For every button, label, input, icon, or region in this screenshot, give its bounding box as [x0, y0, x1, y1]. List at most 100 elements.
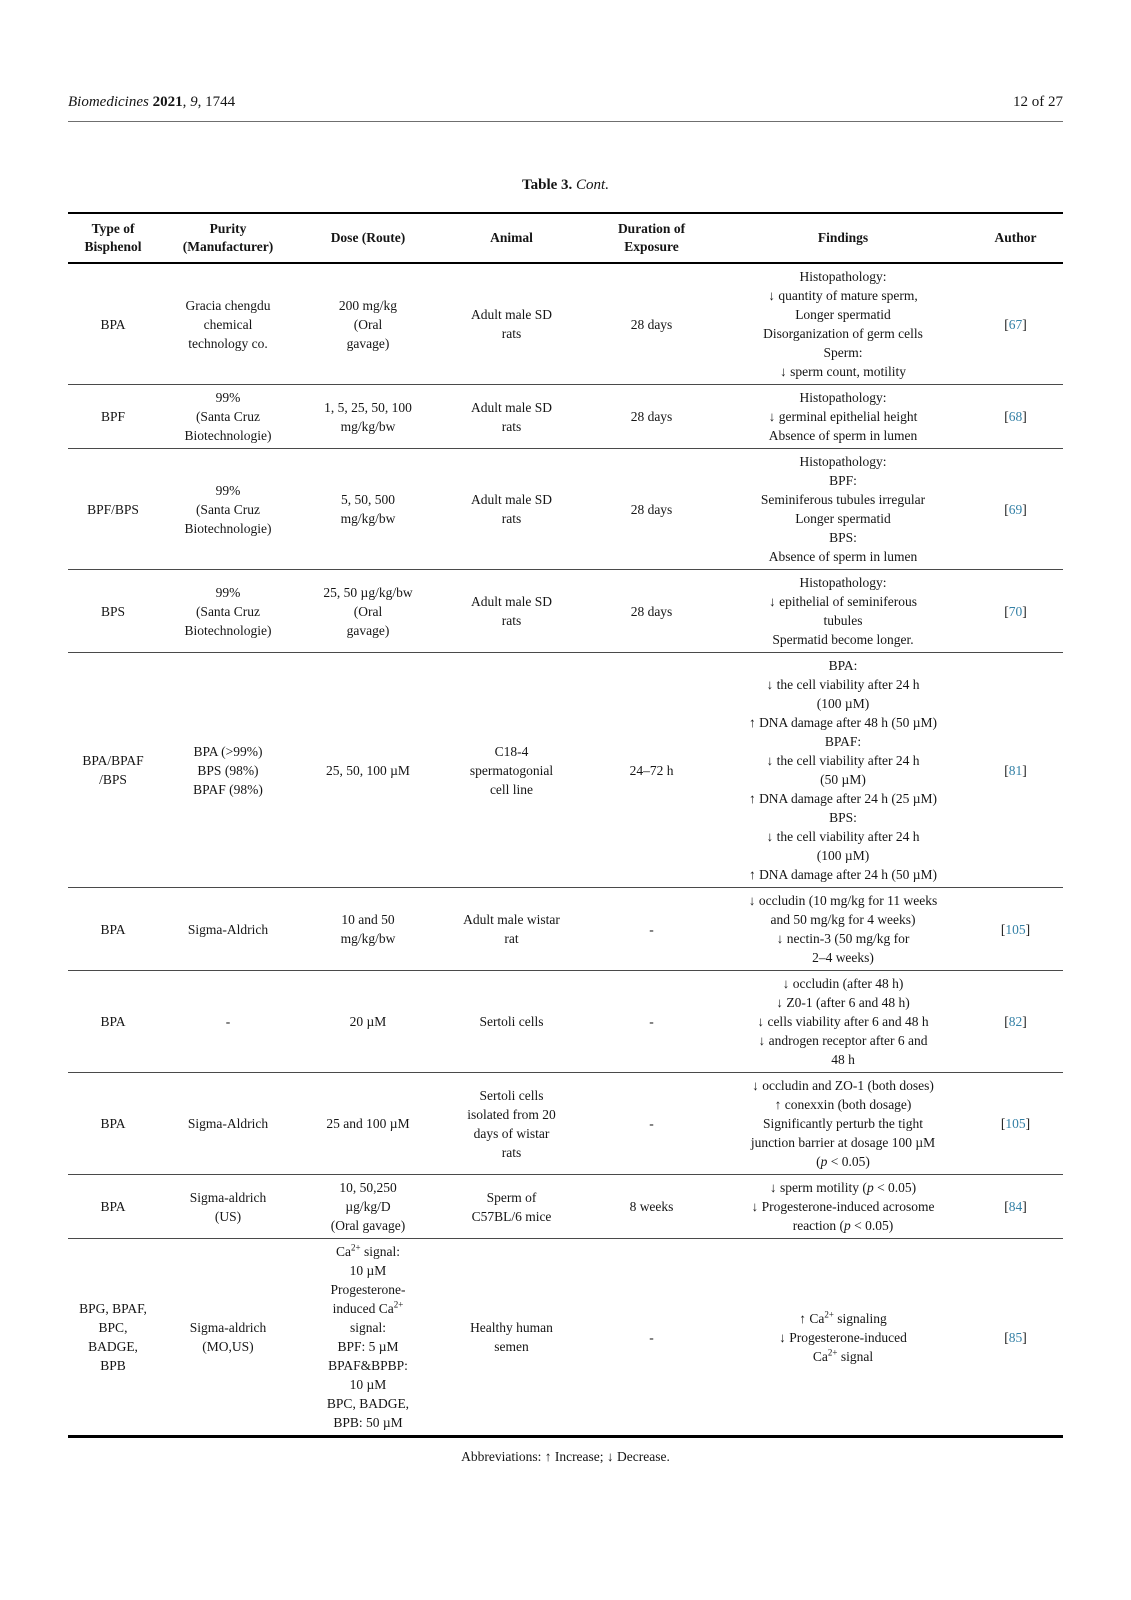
cell-purity: Sigma-aldrich (MO,US) [158, 1238, 298, 1437]
cell-duration: - [585, 970, 718, 1073]
table-row: BPA Sigma-Aldrich 25 and 100 µM Sertoli cel… [68, 1072, 1063, 1175]
cell-type: BPA [68, 1174, 158, 1239]
content-area: Type of Bisphenol Purity (Manufacturer) Dose… [68, 212, 1063, 1465]
column-header: Type of Bisphenol [68, 213, 158, 264]
cell-dose: 25, 50, 100 µM [298, 652, 438, 888]
cell-purity: 99% (Santa Cruz Biotechnologie) [158, 448, 298, 570]
cell-animal: C18-4 spermatogonial cell line [438, 652, 585, 888]
column-header: Purity (Manufacturer) [158, 213, 298, 264]
citation-link[interactable]: 81 [1008, 762, 1023, 778]
column-header: Author [968, 213, 1063, 264]
cell-ref: [68] [968, 384, 1063, 449]
cell-animal: Sperm of C57BL/6 mice [438, 1174, 585, 1239]
cell-ref: [105] [968, 1072, 1063, 1175]
cell-duration: 24–72 h [585, 652, 718, 888]
cell-duration: - [585, 1238, 718, 1437]
cell-ref: [105] [968, 887, 1063, 971]
cell-findings: ↓ occludin (after 48 h) ↓ Z0-1 (after 6 a… [718, 970, 968, 1073]
cell-ref: [82] [968, 970, 1063, 1073]
cell-duration: 28 days [585, 448, 718, 570]
cell-animal: Adult male SD rats [471, 307, 552, 341]
citation-link[interactable]: 82 [1008, 1014, 1023, 1029]
cell-findings: ↓ occludin and ZO-1 (both doses) ↑ conexx… [718, 1072, 968, 1175]
cell-duration: 28 days [630, 316, 673, 332]
cell-findings: Histopathology: BPF: Seminiferous tubules … [718, 448, 968, 570]
citation-link[interactable]: 105 [1005, 921, 1026, 937]
cell-purity: 99% (Santa Cruz Biotechnologie) [158, 384, 298, 449]
table-head: Type of Bisphenol Purity (Manufacturer) Dose… [68, 213, 1063, 264]
cell-type: BPA [68, 887, 158, 971]
cell-ref: [84] [968, 1174, 1063, 1239]
cell-ref: [67] [1004, 316, 1027, 332]
cell-animal: Sertoli cells isolated from 20 days of wis… [438, 1072, 585, 1175]
cell-type: BPA/BPAF/BPS [68, 652, 158, 888]
cell-dose: 5, 50, 500 mg/kg/bw [298, 448, 438, 570]
page-header: Biomedicines 2021, 9, 1744 12 of 27 [68, 94, 1063, 111]
table-row: BPA/BPAF/BPS BPA (>99%) BPS (98%) BPAF (98%… [68, 652, 1063, 888]
cell-duration: - [585, 1072, 718, 1175]
citation-link[interactable]: 84 [1008, 1199, 1023, 1214]
cell-duration: 28 days [585, 569, 718, 653]
cell-animal: Adult male SD rats [438, 569, 585, 653]
cell-type: BPF [68, 384, 158, 449]
cell-dose: 20 µM [298, 970, 438, 1073]
cell-ref: [81] [968, 652, 1063, 888]
cell-ref: [85] [968, 1238, 1063, 1437]
cell-purity: Sigma-Aldrich [158, 887, 298, 971]
header-divider [68, 121, 1063, 122]
citation-link[interactable]: 69 [1008, 501, 1023, 517]
cell-duration: 28 days [585, 384, 718, 449]
cell-findings: Histopathology: ↓ quantity of mature sper… [763, 269, 923, 379]
cell-animal: Adult male SD rats [438, 448, 585, 570]
citation-link[interactable]: 70 [1008, 603, 1023, 619]
column-header: Findings [718, 213, 968, 264]
cell-type: BPA [100, 316, 126, 332]
cell-purity: - [158, 970, 298, 1073]
cell-type: BPA [68, 970, 158, 1073]
citation-link[interactable]: 105 [1005, 1116, 1026, 1131]
cell-ref: [70] [968, 569, 1063, 653]
journal-citation: Biomedicines 2021, 9, 1744 [68, 94, 236, 110]
cell-findings: ↓ occludin (10 mg/kg for 11 weeks and 50 … [718, 887, 968, 971]
cell-findings: BPA: ↓ the cell viability after 24 h (100 … [718, 652, 968, 888]
cell-type: BPG, BPAF, BPC, BADGE, BPB [68, 1238, 158, 1437]
cell-type: BPA [68, 1072, 158, 1175]
cell-type: BPF/BPS [68, 448, 158, 570]
cell-type: BPS [68, 569, 158, 653]
table-footnote: Abbreviations: ↑ Increase; ↓ Decrease. [461, 1449, 670, 1464]
cell-dose: 200 mg/kg (Oral gavage) [338, 297, 398, 351]
cell-duration: 8 weeks [585, 1174, 718, 1239]
table-row: BPG, BPAF, BPC, BADGE, BPB Sigma-aldrich (MO,… [68, 1238, 1063, 1437]
cell-dose: Ca2+ signal: 10 µM Progesterone-induced Ca… [298, 1238, 438, 1437]
page-number: 12 of 27 [1013, 94, 1063, 110]
column-header: Dose (Route) [298, 213, 438, 264]
table-caption: Table 3. Cont. [522, 177, 609, 193]
cell-dose: 1, 5, 25, 50, 100 mg/kg/bw [298, 384, 438, 449]
results-table: Type of Bisphenol Purity (Manufacturer) Dose… [68, 212, 1063, 1438]
column-header: Animal [438, 213, 585, 264]
cell-findings: ↑ Ca2+ signaling ↓ Progesterone-induced Ca… [718, 1238, 968, 1437]
cell-findings: Histopathology: ↓ germinal epithelial hei… [718, 384, 968, 449]
column-header: Duration of Exposure [585, 213, 718, 264]
cell-dose: 25, 50 µg/kg/bw (Oral gavage) [298, 569, 438, 653]
table-row: BPA Sigma-Aldrich 10 and 50 mg/kg/bw Adult m… [68, 887, 1063, 971]
cell-purity: 99% (Santa Cruz Biotechnologie) [158, 569, 298, 653]
citation-link[interactable]: 85 [1008, 1329, 1023, 1345]
table-row: BPF/BPS 99% (Santa Cruz Biotechnologie) 5, 5… [68, 448, 1063, 570]
cell-duration: - [585, 887, 718, 971]
header-row: Type of Bisphenol Purity (Manufacturer) Dose… [68, 213, 1063, 264]
table-row: BPF 99% (Santa Cruz Biotechnologie) 1, 5, 25… [68, 384, 1063, 449]
citation-link[interactable]: 67 [1008, 316, 1023, 332]
table-row: BPS 99% (Santa Cruz Biotechnologie) 25, 50 µ… [68, 569, 1063, 653]
cell-dose: 10 and 50 mg/kg/bw [298, 887, 438, 971]
citation-link[interactable]: 68 [1008, 409, 1023, 424]
cell-animal: Adult male SD rats [438, 384, 585, 449]
cell-animal: Adult male wistar rat [438, 887, 585, 971]
table-body: BPA Gracia chengdu chemical technology co. 2… [68, 263, 1063, 1437]
cell-animal: Sertoli cells [438, 970, 585, 1073]
cell-purity: Sigma-Aldrich [158, 1072, 298, 1175]
cell-dose: 25 and 100 µM [298, 1072, 438, 1175]
cell-purity: Sigma-aldrich (US) [158, 1174, 298, 1239]
cell-ref: [69] [968, 448, 1063, 570]
